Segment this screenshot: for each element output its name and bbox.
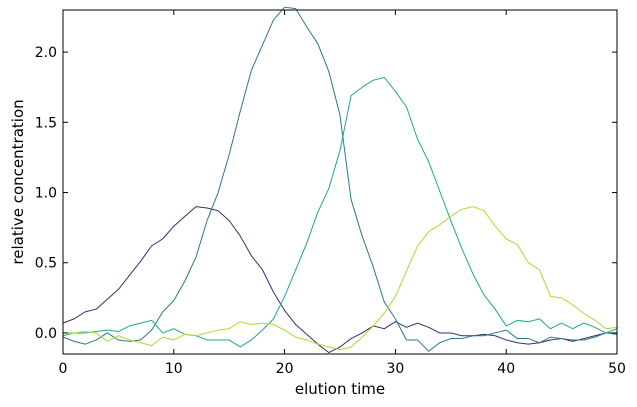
- y-tick-label: 0.5: [35, 256, 57, 272]
- y-tick-label: 1.0: [35, 186, 57, 202]
- x-axis-label: elution time: [295, 380, 385, 398]
- x-ticks: 0 10 20 30 40 50: [59, 10, 626, 377]
- x-tick-label: 20: [276, 361, 294, 377]
- series-line-1: [62, 206, 617, 354]
- x-tick-label: 10: [165, 361, 183, 377]
- series-layer: [62, 6, 618, 354]
- series-line-4: [63, 206, 618, 351]
- series-line-3: [62, 76, 618, 348]
- x-tick-label: 0: [59, 361, 68, 377]
- x-tick-label: 40: [497, 361, 515, 377]
- y-axis-label: relative concentration: [9, 99, 27, 264]
- y-tick-label: 1.5: [35, 115, 57, 131]
- x-tick-label: 30: [386, 361, 404, 377]
- y-ticks: 0.0 0.5 1.0 1.5 2.0: [35, 45, 617, 342]
- plot-frame: [62, 9, 618, 355]
- y-tick-label: 0.0: [35, 326, 57, 342]
- x-tick-label: 50: [608, 361, 626, 377]
- y-tick-label: 2.0: [35, 45, 57, 61]
